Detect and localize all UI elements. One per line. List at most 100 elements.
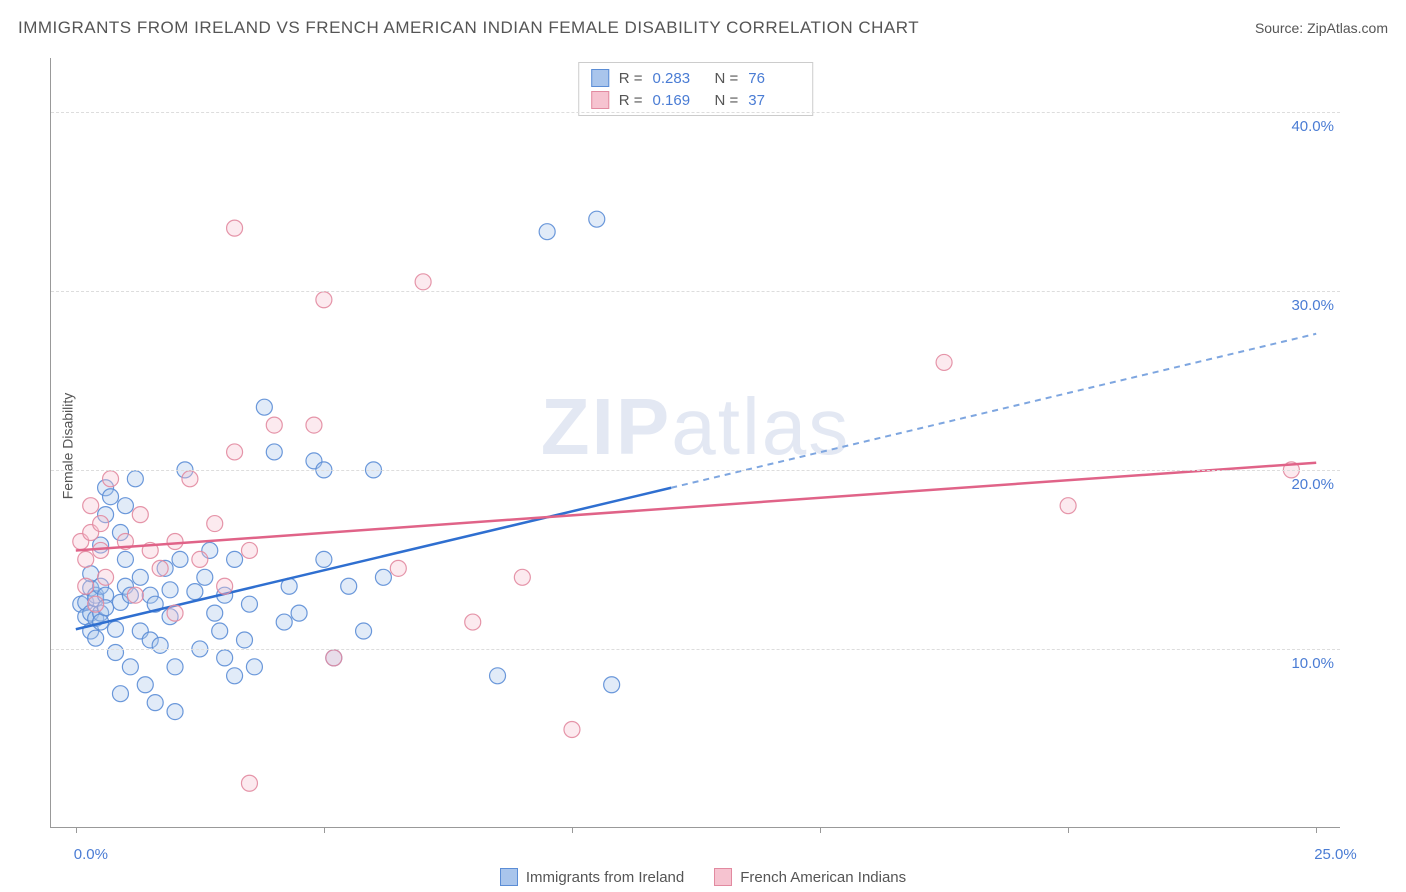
data-point-french_ai (152, 560, 168, 576)
data-point-french_ai (207, 516, 223, 532)
plot-area: ZIPatlas R = 0.283 N = 76 R = 0.169 N = … (50, 58, 1340, 828)
data-point-ireland (241, 596, 257, 612)
data-point-ireland (375, 569, 391, 585)
x-tick-label: 25.0% (1314, 846, 1357, 863)
x-tick-mark (820, 827, 821, 833)
data-point-ireland (137, 677, 153, 693)
source-link[interactable]: ZipAtlas.com (1307, 20, 1388, 36)
y-tick-label: 20.0% (1291, 476, 1334, 493)
gridline (51, 470, 1340, 471)
data-point-ireland (212, 623, 228, 639)
data-point-french_ai (227, 444, 243, 460)
y-tick-label: 10.0% (1291, 655, 1334, 672)
y-tick-label: 40.0% (1291, 118, 1334, 135)
legend-item-ireland: Immigrants from Ireland (500, 868, 684, 886)
data-point-french_ai (217, 578, 233, 594)
data-point-ireland (88, 630, 104, 646)
data-point-ireland (217, 650, 233, 666)
data-point-french_ai (78, 578, 94, 594)
data-point-french_ai (316, 292, 332, 308)
legend-label-ireland: Immigrants from Ireland (526, 869, 684, 886)
data-point-ireland (276, 614, 292, 630)
data-point-ireland (227, 668, 243, 684)
data-point-ireland (108, 621, 124, 637)
data-point-french_ai (93, 516, 109, 532)
data-point-ireland (604, 677, 620, 693)
gridline (51, 291, 1340, 292)
data-point-ireland (207, 605, 223, 621)
data-point-french_ai (241, 775, 257, 791)
data-point-ireland (490, 668, 506, 684)
data-point-ireland (589, 211, 605, 227)
data-point-french_ai (182, 471, 198, 487)
x-tick-mark (76, 827, 77, 833)
legend-label-french-ai: French American Indians (740, 869, 906, 886)
legend-item-french-ai: French American Indians (714, 868, 906, 886)
bottom-legend: Immigrants from Ireland French American … (0, 868, 1406, 886)
data-point-french_ai (514, 569, 530, 585)
swatch-french-ai (714, 868, 732, 886)
data-point-ireland (122, 659, 138, 675)
trendline-ireland (76, 488, 671, 629)
n-value-french-ai: 37 (748, 92, 800, 109)
data-point-ireland (172, 551, 188, 567)
x-tick-mark (572, 827, 573, 833)
data-point-french_ai (83, 498, 99, 514)
data-point-french_ai (326, 650, 342, 666)
data-point-ireland (237, 632, 253, 648)
r-label: R = (619, 70, 643, 87)
data-point-french_ai (132, 507, 148, 523)
data-point-french_ai (88, 596, 104, 612)
data-point-ireland (187, 584, 203, 600)
data-point-ireland (117, 498, 133, 514)
data-point-french_ai (415, 274, 431, 290)
data-point-french_ai (192, 551, 208, 567)
data-point-ireland (246, 659, 262, 675)
data-point-french_ai (1060, 498, 1076, 514)
swatch-french-ai (591, 91, 609, 109)
chart-svg (51, 58, 1340, 827)
n-value-ireland: 76 (748, 70, 800, 87)
data-point-ireland (341, 578, 357, 594)
data-point-french_ai (390, 560, 406, 576)
chart-title: IMMIGRANTS FROM IRELAND VS FRENCH AMERIC… (18, 18, 919, 38)
n-label: N = (715, 70, 739, 87)
data-point-ireland (356, 623, 372, 639)
data-point-ireland (256, 399, 272, 415)
x-tick-label: 0.0% (74, 846, 108, 863)
data-point-ireland (152, 637, 168, 653)
swatch-ireland (500, 868, 518, 886)
data-point-ireland (103, 489, 119, 505)
data-point-french_ai (167, 533, 183, 549)
data-point-ireland (167, 704, 183, 720)
data-point-ireland (112, 686, 128, 702)
r-value-ireland: 0.283 (653, 70, 705, 87)
stats-row-french-ai: R = 0.169 N = 37 (579, 89, 813, 111)
n-label: N = (715, 92, 739, 109)
data-point-french_ai (241, 542, 257, 558)
data-point-ireland (162, 582, 178, 598)
data-point-french_ai (127, 587, 143, 603)
x-tick-mark (324, 827, 325, 833)
data-point-french_ai (167, 605, 183, 621)
data-point-ireland (167, 659, 183, 675)
r-value-french-ai: 0.169 (653, 92, 705, 109)
r-label: R = (619, 92, 643, 109)
data-point-french_ai (227, 220, 243, 236)
data-point-ireland (316, 551, 332, 567)
source-attribution: Source: ZipAtlas.com (1255, 20, 1388, 36)
source-prefix: Source: (1255, 20, 1307, 36)
data-point-ireland (147, 695, 163, 711)
data-point-ireland (132, 569, 148, 585)
data-point-ireland (197, 569, 213, 585)
gridline (51, 649, 1340, 650)
data-point-ireland (291, 605, 307, 621)
data-point-ireland (539, 224, 555, 240)
y-tick-label: 30.0% (1291, 297, 1334, 314)
data-point-french_ai (78, 551, 94, 567)
x-tick-mark (1068, 827, 1069, 833)
data-point-ireland (108, 645, 124, 661)
data-point-french_ai (564, 722, 580, 738)
data-point-french_ai (465, 614, 481, 630)
data-point-french_ai (103, 471, 119, 487)
